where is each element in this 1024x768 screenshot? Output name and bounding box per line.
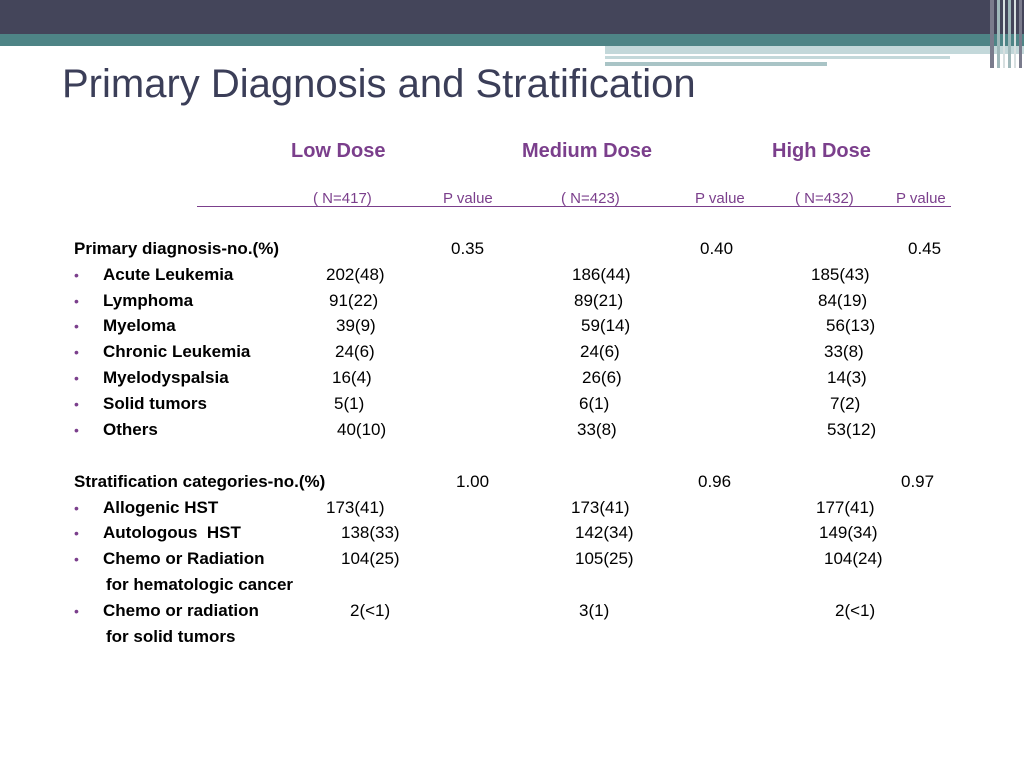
cell-high: 7(2) [830, 394, 861, 413]
cell-low: 138(33) [341, 523, 400, 542]
column-header-low-dose: Low Dose [291, 140, 386, 162]
header-accent-stripe [0, 34, 1024, 46]
slide-title: Primary Diagnosis and Stratification [62, 62, 696, 106]
header-bar [0, 0, 1024, 34]
subheader-high-p: P value [896, 190, 946, 207]
section-label-stratification: Stratification categories-no.(%) [74, 472, 326, 491]
decorative-edge-line [1019, 0, 1022, 68]
decorative-edge-line [997, 0, 1000, 68]
decorative-edge-line [990, 0, 994, 68]
cell-high: 84(19) [818, 291, 868, 310]
row-label-continuation: for solid tumors [106, 627, 236, 646]
cell-high: 53(12) [827, 420, 877, 439]
cell-medium: 173(41) [571, 498, 630, 517]
cell-low: 39(9) [336, 316, 376, 335]
bullet-marker: • [74, 422, 79, 438]
cell-low: 24(6) [335, 342, 375, 361]
subheader-high-n: ( N=432) [795, 190, 854, 207]
cell-medium: 89(21) [574, 291, 624, 310]
cell-medium: 6(1) [579, 394, 610, 413]
cell-medium: 24(6) [580, 342, 620, 361]
cell-low: 173(41) [326, 498, 385, 517]
decorative-edge-line [1008, 0, 1011, 68]
cell-low: 202(48) [326, 265, 385, 284]
row-label: Allogenic HST [103, 498, 219, 517]
header-accent-stripe [605, 62, 827, 66]
cell-medium: 26(6) [582, 368, 622, 387]
decorative-edge-line [1014, 0, 1016, 68]
bullet-marker: • [74, 500, 79, 516]
row-label: Myelodyspalsia [103, 368, 229, 387]
row-label: Others [103, 420, 158, 439]
bullet-marker: • [74, 551, 79, 567]
cell-high: 177(41) [816, 498, 875, 517]
p-value-low: 0.35 [451, 239, 485, 258]
cell-high: 149(34) [819, 523, 878, 542]
row-label-continuation: for hematologic cancer [106, 575, 294, 594]
bullet-marker: • [74, 525, 79, 541]
cell-high: 14(3) [827, 368, 867, 387]
cell-low: 2(<1) [350, 601, 391, 620]
cell-high: 2(<1) [835, 601, 876, 620]
cell-low: 16(4) [332, 368, 372, 387]
bullet-marker: • [74, 267, 79, 283]
cell-medium: 186(44) [572, 265, 631, 284]
row-label: Chronic Leukemia [103, 342, 251, 361]
header-accent-stripe [605, 56, 950, 59]
cell-medium: 3(1) [579, 601, 610, 620]
subheader-low-p: P value [443, 190, 493, 207]
row-label: Myeloma [103, 316, 176, 335]
cell-low: 91(22) [329, 291, 379, 310]
cell-medium: 59(14) [581, 316, 631, 335]
cell-high: 104(24) [824, 549, 883, 568]
row-label: Lymphoma [103, 291, 194, 310]
decorative-edge-line [1003, 0, 1005, 68]
p-value-medium: 0.40 [700, 239, 734, 258]
bullet-marker: • [74, 396, 79, 412]
column-header-medium-dose: Medium Dose [522, 140, 653, 162]
cell-low: 104(25) [341, 549, 400, 568]
row-label: Autologous HST [103, 523, 241, 542]
cell-medium: 142(34) [575, 523, 634, 542]
subheader-underline [197, 206, 951, 207]
cell-high: 56(13) [826, 316, 876, 335]
p-value-high: 0.97 [901, 472, 935, 491]
row-label: Solid tumors [103, 394, 207, 413]
header-accent-stripe [605, 46, 1024, 54]
p-value-high: 0.45 [908, 239, 942, 258]
cell-high: 33(8) [824, 342, 864, 361]
bullet-marker: • [74, 370, 79, 386]
bullet-marker: • [74, 318, 79, 334]
subheader-low-n: ( N=417) [313, 190, 372, 207]
bullet-marker: • [74, 293, 79, 309]
p-value-low: 1.00 [456, 472, 490, 491]
cell-medium: 33(8) [577, 420, 617, 439]
p-value-medium: 0.96 [698, 472, 732, 491]
cell-medium: 105(25) [575, 549, 634, 568]
cell-low: 5(1) [334, 394, 365, 413]
bullet-marker: • [74, 344, 79, 360]
section-label-primary-diagnosis: Primary diagnosis-no.(%) [74, 239, 279, 258]
cell-low: 40(10) [337, 420, 387, 439]
row-label: Chemo or Radiation [103, 549, 265, 568]
column-header-high-dose: High Dose [772, 140, 871, 162]
cell-high: 185(43) [811, 265, 870, 284]
bullet-marker: • [74, 603, 79, 619]
row-label: Acute Leukemia [103, 265, 234, 284]
subheader-medium-p: P value [695, 190, 745, 207]
row-label: Chemo or radiation [103, 601, 259, 620]
subheader-medium-n: ( N=423) [561, 190, 620, 207]
